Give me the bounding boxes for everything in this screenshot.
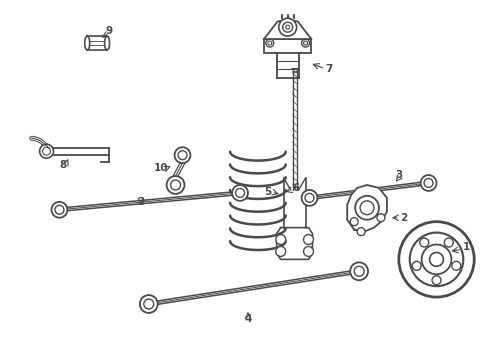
Circle shape: [171, 180, 180, 190]
Circle shape: [420, 238, 429, 247]
Polygon shape: [87, 36, 107, 50]
Polygon shape: [347, 185, 387, 231]
Circle shape: [236, 188, 245, 197]
Circle shape: [303, 247, 314, 256]
Text: 5: 5: [264, 187, 271, 197]
Circle shape: [305, 193, 314, 202]
Circle shape: [55, 205, 64, 214]
Circle shape: [178, 151, 187, 159]
Circle shape: [279, 18, 296, 36]
Circle shape: [232, 185, 248, 201]
Circle shape: [144, 299, 154, 309]
Circle shape: [421, 244, 451, 274]
Text: 1: 1: [463, 243, 470, 252]
Polygon shape: [277, 53, 298, 78]
Text: 4: 4: [245, 314, 252, 324]
Polygon shape: [284, 178, 306, 228]
Circle shape: [276, 235, 286, 244]
Circle shape: [355, 196, 379, 220]
Circle shape: [303, 235, 314, 244]
Polygon shape: [284, 178, 306, 190]
Circle shape: [410, 233, 464, 286]
Ellipse shape: [85, 36, 90, 50]
Circle shape: [350, 218, 358, 226]
Circle shape: [354, 266, 364, 276]
Circle shape: [283, 22, 293, 32]
Text: 10: 10: [153, 163, 168, 173]
Polygon shape: [47, 143, 109, 162]
Text: 7: 7: [326, 64, 333, 74]
Circle shape: [432, 276, 441, 285]
Ellipse shape: [104, 36, 110, 50]
Bar: [264, 39, 312, 53]
Circle shape: [424, 179, 433, 188]
Text: 3: 3: [137, 197, 145, 207]
Circle shape: [268, 41, 272, 45]
Circle shape: [357, 228, 365, 235]
Circle shape: [412, 261, 421, 270]
Circle shape: [167, 176, 184, 194]
Circle shape: [420, 175, 437, 191]
Circle shape: [286, 25, 290, 29]
Text: 2: 2: [400, 213, 407, 223]
Circle shape: [301, 39, 310, 47]
Text: 8: 8: [60, 160, 67, 170]
Polygon shape: [293, 69, 296, 190]
Circle shape: [377, 214, 385, 222]
Circle shape: [430, 252, 443, 266]
Circle shape: [301, 190, 318, 206]
Circle shape: [452, 261, 461, 270]
Circle shape: [350, 262, 368, 280]
Circle shape: [140, 295, 158, 313]
Circle shape: [360, 201, 374, 215]
Circle shape: [51, 202, 68, 218]
Circle shape: [266, 39, 274, 47]
Circle shape: [43, 147, 50, 155]
Text: 9: 9: [105, 26, 113, 36]
Circle shape: [444, 238, 453, 247]
Circle shape: [174, 147, 191, 163]
Circle shape: [40, 144, 53, 158]
Text: 6: 6: [292, 183, 299, 193]
Circle shape: [399, 222, 474, 297]
Polygon shape: [264, 21, 312, 39]
Circle shape: [303, 41, 308, 45]
Circle shape: [276, 247, 286, 256]
Polygon shape: [277, 228, 313, 260]
Text: 3: 3: [395, 170, 402, 180]
